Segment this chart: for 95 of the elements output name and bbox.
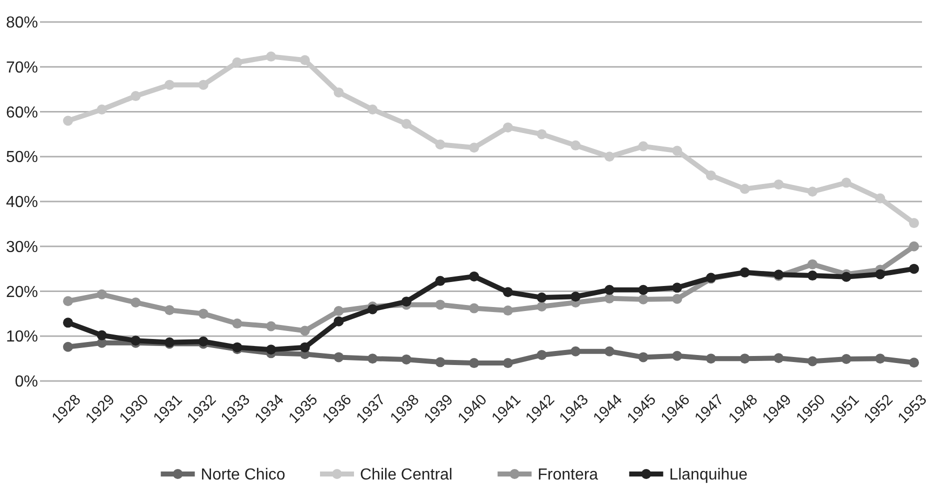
point [841, 354, 852, 364]
point [638, 352, 648, 362]
y-tick-label: 50% [6, 149, 38, 166]
point [401, 118, 412, 129]
point [570, 140, 581, 150]
point [300, 342, 310, 352]
point [266, 52, 276, 62]
point [334, 316, 344, 326]
point [570, 346, 581, 356]
point [536, 129, 547, 140]
point [469, 142, 480, 153]
point [334, 352, 344, 362]
point [401, 354, 412, 364]
point [604, 284, 614, 295]
point [604, 293, 614, 304]
point [774, 353, 784, 364]
point [638, 284, 648, 295]
point [63, 318, 73, 328]
point [300, 326, 310, 336]
point [502, 287, 513, 298]
point [96, 289, 107, 300]
point [875, 354, 886, 364]
point [63, 296, 73, 306]
point [164, 80, 175, 90]
point [841, 272, 852, 282]
point [266, 321, 276, 332]
point [198, 80, 208, 90]
point [875, 193, 886, 204]
point [570, 292, 581, 302]
point [909, 241, 919, 252]
legend-label: Norte Chico [200, 466, 286, 484]
y-tick-label: 80% [6, 14, 38, 32]
point [96, 104, 107, 115]
point [63, 116, 73, 126]
point [807, 356, 818, 366]
point [841, 178, 852, 188]
point [672, 146, 682, 156]
point [740, 354, 750, 364]
point [334, 306, 344, 316]
point [435, 276, 446, 286]
point [672, 294, 682, 304]
y-tick-label: 70% [6, 59, 38, 76]
point [368, 304, 378, 314]
point [536, 292, 547, 303]
point [232, 318, 242, 329]
point [774, 179, 784, 190]
y-tick-label: 0% [14, 374, 38, 391]
point [604, 152, 614, 162]
point [502, 306, 513, 316]
point [198, 308, 208, 319]
point [706, 170, 716, 180]
point [502, 122, 513, 132]
point [368, 354, 378, 364]
point [536, 350, 547, 360]
point [807, 186, 818, 197]
y-tick-label: 40% [6, 194, 38, 212]
point [401, 296, 412, 307]
point [875, 269, 886, 280]
point [672, 350, 682, 361]
point [130, 297, 141, 308]
y-tick-label: 10% [6, 328, 38, 346]
point [807, 259, 818, 270]
point [740, 184, 750, 194]
point [435, 357, 446, 368]
y-tick-label: 60% [6, 104, 38, 122]
point [469, 303, 480, 314]
point [368, 104, 378, 115]
y-tick-label: 30% [6, 238, 38, 256]
point [164, 305, 175, 316]
point [536, 302, 547, 312]
point [130, 91, 141, 102]
point [266, 344, 276, 355]
point [909, 358, 919, 368]
point [638, 294, 648, 304]
point [604, 346, 614, 356]
point [502, 358, 513, 368]
legend-label: Llanquihue [669, 466, 748, 484]
point [672, 282, 682, 293]
point [96, 330, 107, 340]
point [232, 57, 242, 68]
point [334, 87, 344, 98]
point [638, 141, 648, 152]
point [469, 271, 480, 282]
y-tick-label: 20% [6, 284, 38, 301]
point [909, 264, 919, 274]
legend-label: Frontera [538, 466, 598, 484]
point [909, 218, 919, 228]
point [300, 55, 310, 66]
point [807, 270, 818, 281]
point [469, 358, 480, 368]
point [435, 140, 446, 150]
point [435, 300, 446, 310]
legend-label: Chile Central [360, 466, 452, 484]
point [63, 342, 73, 352]
point [706, 354, 716, 364]
